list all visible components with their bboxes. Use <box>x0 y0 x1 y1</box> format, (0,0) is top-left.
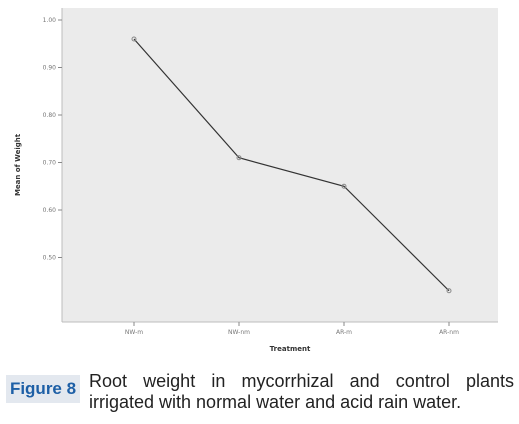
y-axis-ticks: 1.00 0.90 0.80 0.70 0.60 0.50 <box>43 17 62 262</box>
data-point <box>236 155 242 161</box>
figure-caption: Figure 8 Root weight in mycorrhizal and … <box>6 371 514 421</box>
chart: 1.00 0.90 0.80 0.70 0.60 0.50 NW-m NW-nm AR-m AR… <box>14 8 498 353</box>
y-tick-label: 1.00 <box>43 17 57 24</box>
series-line <box>133 38 450 292</box>
x-tick-label: NW-m <box>125 329 143 336</box>
x-axis-title: Treatment <box>270 345 311 353</box>
y-axis-title: Mean of Weight <box>14 133 22 196</box>
x-tick-label: AR-m <box>336 329 352 336</box>
data-point <box>341 183 347 189</box>
caption-text: Root weight in mycorrhizal and control p… <box>89 371 514 412</box>
plot-area <box>62 8 498 322</box>
y-tick-label: 0.50 <box>43 255 57 262</box>
x-tick-label: NW-nm <box>228 329 250 336</box>
y-tick-label: 0.60 <box>43 207 57 214</box>
data-point <box>131 36 137 42</box>
figure-label: Figure 8 <box>6 375 80 403</box>
x-axis-ticks: NW-m NW-nm AR-m AR-nm <box>125 322 459 336</box>
data-point <box>446 288 452 294</box>
x-tick-label: AR-nm <box>439 329 459 336</box>
y-tick-label: 0.90 <box>43 65 57 72</box>
y-tick-label: 0.70 <box>43 160 57 167</box>
line-chart: 1.00 0.90 0.80 0.70 0.60 0.50 NW-m NW-nm AR-m AR… <box>14 8 498 353</box>
y-tick-label: 0.80 <box>43 112 57 119</box>
data-points <box>131 36 452 294</box>
